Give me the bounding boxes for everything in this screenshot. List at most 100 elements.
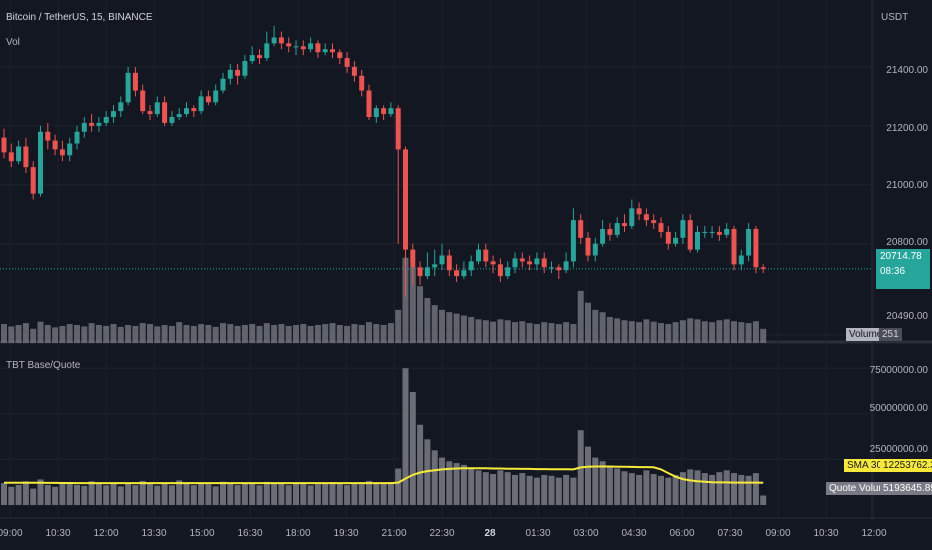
candle-body [716, 231, 722, 235]
candle-body [519, 258, 525, 262]
quote-volume-bar [74, 484, 80, 505]
volume-bar [168, 325, 175, 343]
candle-body [359, 75, 365, 91]
candle-body [738, 255, 744, 265]
candle-body [118, 102, 124, 112]
quote-volume-bar [446, 461, 453, 505]
volume-bar [329, 323, 336, 343]
time-tick: 18:00 [285, 528, 311, 539]
quote-volume-bar [271, 484, 278, 505]
quote-volume-bar [249, 482, 256, 505]
candle-body [439, 255, 445, 265]
quote-volume-bar [278, 482, 285, 505]
candle-body [162, 102, 168, 123]
candle-body [23, 146, 29, 168]
volume-bar [205, 325, 212, 343]
volume-bar [52, 327, 59, 343]
quote-volume-bar [614, 468, 621, 505]
candle-body [468, 261, 474, 271]
candle-body [417, 267, 423, 277]
volume-bar [88, 323, 95, 343]
volume-bar [497, 319, 504, 343]
quote-volume-bar [147, 482, 153, 505]
volume-bar [541, 322, 548, 343]
quote-volume-bar [752, 473, 759, 505]
quote-volume-bar [417, 424, 424, 505]
volume-bar [234, 325, 241, 343]
vol-indicator-label[interactable]: Vol [6, 37, 20, 48]
volume-bar [745, 323, 752, 343]
candle-body [191, 108, 197, 112]
volume-bar [490, 321, 497, 343]
quote-volume-bar [526, 475, 533, 505]
quote-volume-bar [636, 474, 643, 505]
volume-bar [300, 324, 307, 343]
volume-bar [314, 325, 321, 343]
volume-bar [344, 325, 351, 343]
candle-body [213, 90, 219, 103]
candle-body [154, 102, 160, 115]
time-tick: 15:00 [189, 528, 215, 539]
volume-bar [555, 324, 562, 343]
time-tick: 12:00 [861, 528, 887, 539]
candle-body [454, 270, 460, 277]
quote-volume-bar [161, 484, 168, 505]
candle-body [497, 264, 503, 277]
candle-body [8, 152, 14, 162]
volume-bar [183, 325, 190, 343]
quote-volume-bar [460, 464, 467, 505]
volume-bar [585, 302, 591, 343]
tbt-indicator-label[interactable]: TBT Base/Quote [6, 360, 81, 371]
quote-volume-bar [351, 483, 358, 505]
candle-body [592, 243, 598, 256]
candle-body [366, 90, 372, 118]
quote-volume-bar [212, 486, 219, 505]
volume-bar [132, 325, 139, 343]
quote-volume-bar [103, 485, 110, 505]
volume-bar [701, 321, 708, 343]
quote-volume-bar [117, 486, 124, 505]
quote-volume-bar [198, 482, 205, 505]
candle-body [344, 58, 350, 67]
volume-bar [621, 320, 628, 343]
lower-tick: 50000000.00 [869, 403, 928, 414]
quote-volume-tag-value: 5193645.89 [880, 482, 932, 495]
volume-bar [402, 257, 409, 343]
quote-volume-bar [220, 481, 226, 505]
volume-bar [37, 321, 44, 343]
volume-bar [658, 323, 664, 343]
time-tick: 10:30 [813, 528, 839, 539]
candle-body [227, 69, 233, 79]
volume-bar [387, 323, 394, 343]
candle-body [607, 228, 613, 235]
quote-volume-bar [723, 470, 730, 505]
volume-bar [614, 318, 621, 343]
candle-body [629, 208, 635, 227]
volume-bar [241, 325, 248, 343]
candle-body [483, 249, 489, 262]
quote-volume-bar [497, 470, 504, 505]
quote-volume-bar [665, 477, 672, 505]
candle-body [278, 37, 284, 44]
sma-tag-value: 12253762.33 [880, 459, 932, 472]
time-tick: 01:30 [525, 528, 551, 539]
volume-bar [628, 321, 635, 343]
candle-body [315, 43, 321, 53]
volume-bar [139, 323, 146, 343]
quote-volume-bar [190, 485, 197, 505]
quote-volume-bar [336, 484, 343, 505]
symbol-title[interactable]: Bitcoin / TetherUS, 15, BINANCE [6, 12, 153, 23]
candle-body [556, 267, 562, 271]
volume-bar [249, 324, 256, 343]
volume-bar [439, 309, 445, 343]
volume-bar [570, 324, 577, 343]
candle-body [235, 69, 241, 76]
quote-volume-bar [431, 450, 438, 505]
volume-bar [716, 320, 723, 343]
last-price-value: 20714.78 [880, 251, 922, 262]
volume-bar [271, 325, 278, 343]
volume-bar [22, 323, 29, 343]
volume-bar [453, 313, 460, 343]
